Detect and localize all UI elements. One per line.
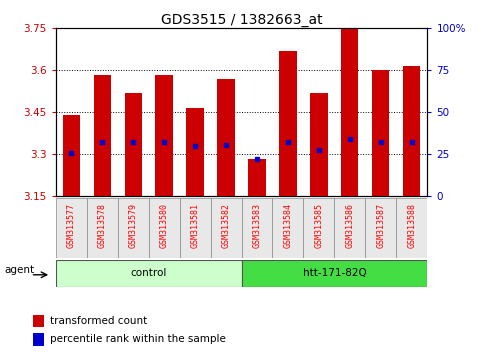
Bar — [341, 28, 358, 196]
Bar — [397, 198, 427, 258]
Bar — [311, 93, 327, 196]
Bar — [117, 198, 149, 258]
Bar — [280, 51, 297, 196]
Bar — [211, 198, 242, 258]
Text: GSM313581: GSM313581 — [190, 203, 199, 248]
Text: percentile rank within the sample: percentile rank within the sample — [50, 335, 226, 344]
Bar — [86, 198, 117, 258]
Bar — [180, 198, 211, 258]
Bar — [56, 198, 86, 258]
Bar — [334, 198, 366, 258]
Bar — [242, 260, 427, 287]
Text: GSM313583: GSM313583 — [253, 203, 261, 248]
Text: control: control — [130, 268, 167, 279]
Bar — [403, 66, 421, 196]
Bar — [248, 159, 266, 196]
Text: GSM313577: GSM313577 — [67, 203, 75, 248]
Text: GSM313585: GSM313585 — [314, 203, 324, 248]
Text: GSM313588: GSM313588 — [408, 203, 416, 248]
Bar — [56, 260, 242, 287]
Text: GSM313579: GSM313579 — [128, 203, 138, 248]
Bar — [366, 198, 397, 258]
Bar — [33, 333, 44, 346]
Bar — [217, 79, 235, 196]
Bar — [33, 315, 44, 327]
Bar — [125, 93, 142, 196]
Bar — [149, 198, 180, 258]
Bar — [62, 115, 80, 196]
Bar — [94, 75, 111, 196]
Text: GSM313587: GSM313587 — [376, 203, 385, 248]
Bar — [372, 70, 389, 196]
Text: GSM313584: GSM313584 — [284, 203, 293, 248]
Text: transformed count: transformed count — [50, 316, 147, 326]
Text: GSM313578: GSM313578 — [98, 203, 107, 248]
Bar — [156, 75, 172, 196]
Bar — [186, 108, 203, 196]
Bar — [242, 198, 272, 258]
Text: agent: agent — [4, 265, 35, 275]
Text: GSM313586: GSM313586 — [345, 203, 355, 248]
Text: htt-171-82Q: htt-171-82Q — [303, 268, 366, 279]
Bar — [272, 198, 303, 258]
Text: GSM313580: GSM313580 — [159, 203, 169, 248]
Bar — [303, 198, 334, 258]
Text: GSM313582: GSM313582 — [222, 203, 230, 248]
Title: GDS3515 / 1382663_at: GDS3515 / 1382663_at — [161, 13, 322, 27]
